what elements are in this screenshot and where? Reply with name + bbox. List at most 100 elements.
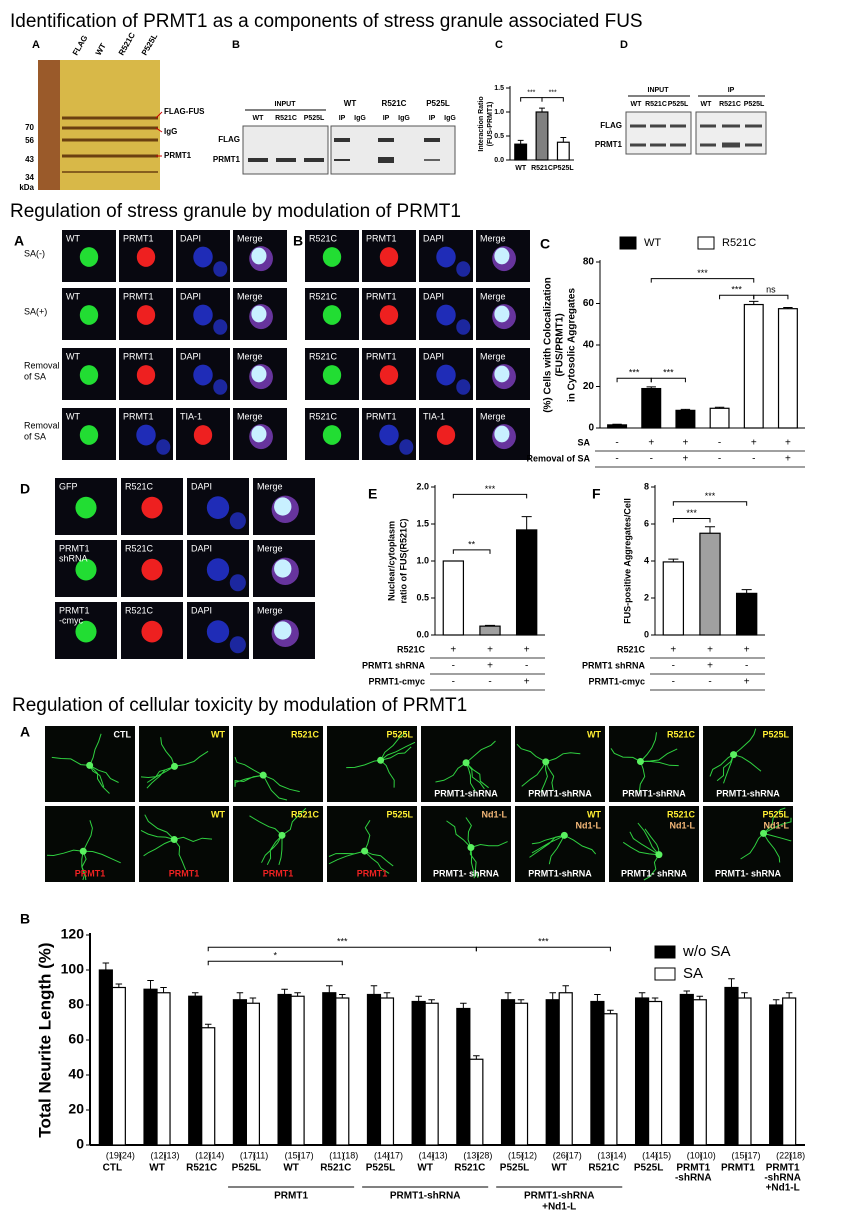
error-bar <box>370 985 378 995</box>
x-tick-label: WT <box>551 1163 567 1174</box>
bar <box>735 592 758 636</box>
error-bar <box>473 1055 480 1060</box>
y-tick-label: 20 <box>583 381 595 392</box>
channel-label: WT <box>66 411 80 421</box>
x-tick-label: WT <box>283 1163 299 1174</box>
condition-label: PRMT1-cmyc <box>368 676 425 686</box>
lane-label: IP <box>339 115 346 122</box>
cell-glow <box>229 574 246 592</box>
significance-bracket <box>650 377 686 383</box>
neurite <box>529 834 597 865</box>
condition-label: PRMT1 shRNA <box>362 660 426 670</box>
lane-label: IP <box>429 115 436 122</box>
micrograph <box>703 806 793 882</box>
y-tick-label: 80 <box>583 257 595 268</box>
channel-label: Merge <box>257 605 283 615</box>
error-bar <box>696 995 704 1000</box>
image-label: PRMT1- shRNA <box>433 868 500 878</box>
error-bar <box>680 408 691 411</box>
marker-label: 43 <box>25 155 34 164</box>
marker-label: 56 <box>25 136 34 145</box>
y-tick-label: 6 <box>644 518 649 528</box>
condition-label: R521C <box>397 644 426 654</box>
condition-label: Removal of SA <box>526 453 590 463</box>
error-bar <box>704 526 716 534</box>
significance-bracket <box>541 97 564 102</box>
cell-glow <box>494 425 510 443</box>
panel-label: C <box>495 39 503 51</box>
x-tick-label: P525L <box>366 1163 395 1174</box>
group-label: WT <box>344 99 357 108</box>
cell-glow <box>494 305 510 323</box>
bar <box>500 999 516 1146</box>
y-tick-label: 2.0 <box>416 481 429 491</box>
x-tick-label: R521C <box>588 1163 619 1174</box>
neurite <box>740 807 792 863</box>
blot-bands <box>248 138 440 163</box>
significance-bracket <box>452 549 491 554</box>
lane-label: WT <box>253 115 265 122</box>
channel-label: DAPI <box>191 481 212 491</box>
bar <box>692 999 707 1146</box>
channel-label: GFP <box>59 481 78 491</box>
band-arrow <box>155 111 163 119</box>
micrograph <box>421 806 511 882</box>
x-tick-label: +Nd1-L <box>766 1183 800 1194</box>
soma <box>361 847 369 855</box>
band-label: PRMT1 <box>164 151 192 160</box>
cell-glow <box>456 261 471 277</box>
bar <box>743 303 764 429</box>
soma <box>170 835 178 843</box>
significance-label: *** <box>731 285 742 295</box>
significance-label: *** <box>538 937 549 947</box>
cell-glow <box>322 305 342 325</box>
sample-size: (10) <box>700 1150 716 1160</box>
error-bar <box>484 624 496 627</box>
x-tick-label: P525L <box>553 165 574 172</box>
soma <box>79 847 87 855</box>
group-label: R521C <box>382 99 407 108</box>
micrograph <box>327 806 417 882</box>
cell-glow <box>322 247 342 267</box>
channel-label: PRMT1 <box>366 291 397 301</box>
gel-ladder <box>38 60 60 190</box>
cell-glow <box>251 365 267 383</box>
group-label: PRMT1-shRNA <box>524 1191 595 1202</box>
significance-bracket <box>452 493 528 499</box>
sample-size: (12) <box>521 1150 537 1160</box>
cell-glow <box>322 365 342 385</box>
neurite <box>346 732 416 788</box>
micrograph <box>139 806 229 882</box>
neurite <box>234 756 300 801</box>
sample-size: (14) <box>419 1150 435 1160</box>
panel-label: A <box>14 233 24 249</box>
error-bar <box>749 300 759 305</box>
error-bar <box>539 107 545 112</box>
section-title: Identification of PRMT1 as a components … <box>10 11 643 32</box>
significance-label: *** <box>337 937 348 947</box>
error-bar <box>517 999 525 1004</box>
bar <box>590 1000 605 1146</box>
cell-glow <box>206 558 230 582</box>
x-tick-label: -shRNA <box>675 1173 712 1184</box>
y-tick-label: 60 <box>583 298 595 309</box>
cell-glow <box>229 636 246 654</box>
cell-glow <box>213 319 228 335</box>
lane-label: IgG <box>444 115 456 122</box>
condition-mark: - <box>452 661 455 672</box>
error-bar <box>741 992 748 998</box>
cell-glow <box>141 558 163 581</box>
channel-label: WT <box>66 291 80 301</box>
x-tick-label: R521C <box>531 165 553 172</box>
row-label: SA(-) <box>24 248 45 258</box>
neurite <box>516 743 581 792</box>
panel-label: B <box>232 39 240 51</box>
channel-label: Merge <box>237 351 263 361</box>
condition-mark: - <box>718 454 721 465</box>
sample-size: (15) <box>508 1150 524 1160</box>
panel-label: A <box>32 39 40 51</box>
image-label: Nd1-L <box>764 820 790 830</box>
image-label: PRMT1 <box>263 868 294 878</box>
channel-label: PRMT1 <box>123 411 154 421</box>
group-label: PRMT1-shRNA <box>390 1191 461 1202</box>
